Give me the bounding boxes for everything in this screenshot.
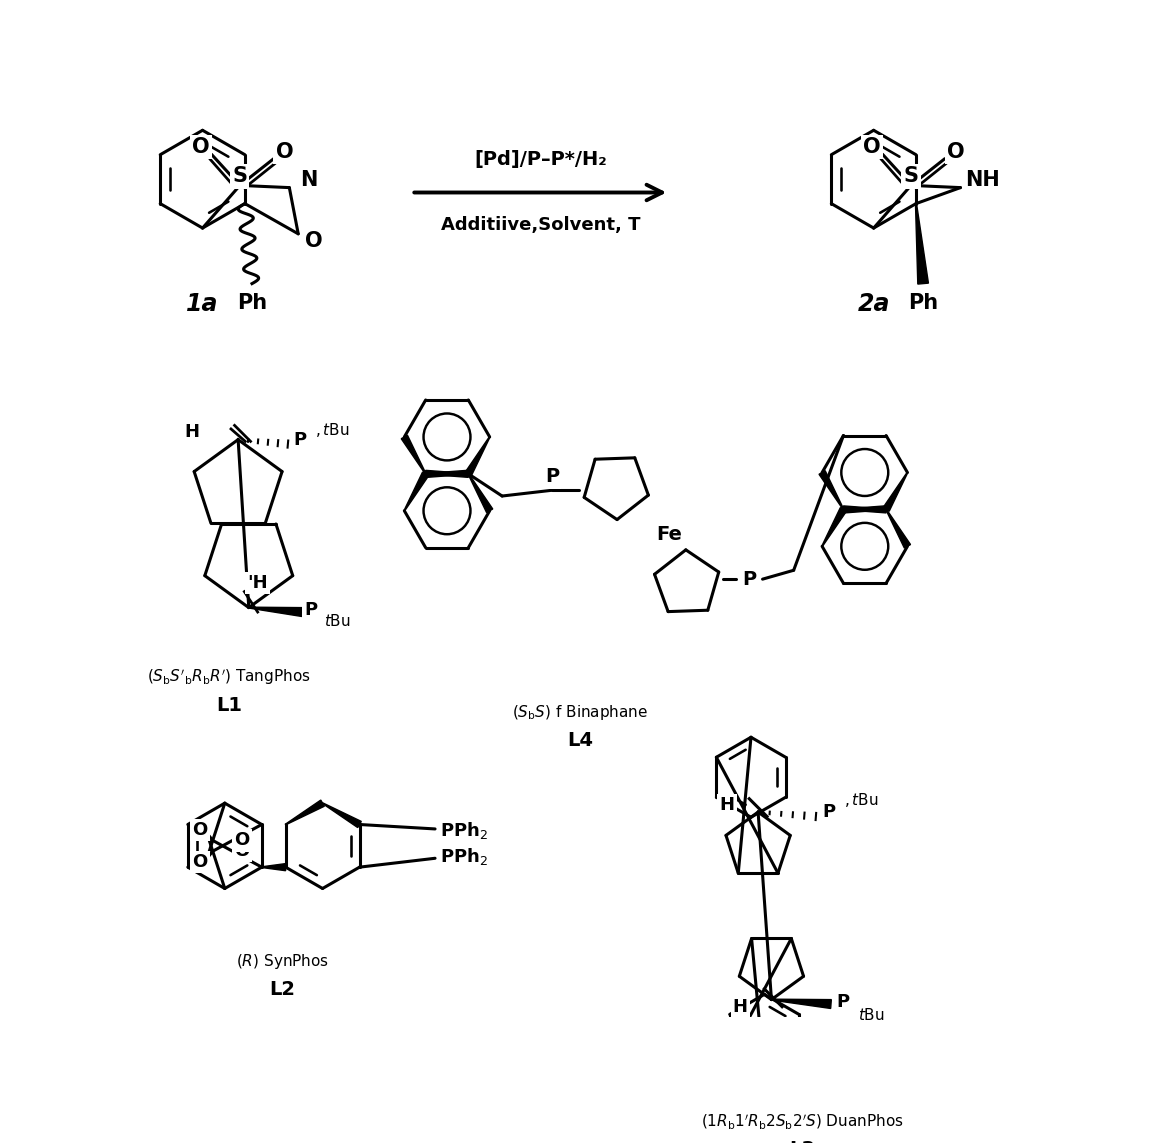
Text: N: N [300,170,317,191]
Text: O: O [192,853,208,871]
Text: H: H [719,796,735,814]
Text: 1a: 1a [187,291,219,315]
Text: O: O [947,142,964,161]
Polygon shape [322,802,361,828]
Text: PPh$_2$: PPh$_2$ [440,821,487,841]
Text: PPh$_2$: PPh$_2$ [440,846,487,868]
Polygon shape [843,506,886,513]
Polygon shape [248,607,302,616]
Text: 'H: 'H [247,574,268,592]
Text: P: P [823,804,836,821]
Polygon shape [261,864,286,871]
Polygon shape [915,203,928,285]
Text: $(S_{\rm b}S)$ f Binaphane: $(S_{\rm b}S)$ f Binaphane [512,703,648,722]
Polygon shape [401,435,426,474]
Text: $,\mathit{t}$Bu: $,\mathit{t}$Bu [315,421,349,439]
Text: $(S_{\rm b}S'_{\rm b}R_{\rm b}R')$ TangPhos: $(S_{\rm b}S'_{\rm b}R_{\rm b}R')$ TangP… [147,668,311,687]
Text: $(R)$ SynPhos: $(R)$ SynPhos [236,952,329,970]
Text: Ph: Ph [237,293,267,313]
Polygon shape [468,473,493,512]
Text: O: O [192,137,210,158]
Text: [Pd]/P–P*/H₂: [Pd]/P–P*/H₂ [473,150,606,169]
Text: Ph: Ph [908,293,939,313]
Polygon shape [426,470,469,478]
Text: $,\mathit{t}$Bu: $,\mathit{t}$Bu [844,791,879,809]
Text: $(1R_{\rm b}1'R_{\rm b}2S_{\rm b}2'S)$ DuanPhos: $(1R_{\rm b}1'R_{\rm b}2S_{\rm b}2'S)$ D… [701,1112,904,1130]
Polygon shape [426,470,469,478]
Text: O: O [192,821,208,839]
Polygon shape [465,437,490,475]
Polygon shape [819,471,844,510]
Polygon shape [883,472,908,511]
Text: L2: L2 [269,981,295,999]
Text: Fe: Fe [656,526,682,544]
Text: $\mathit{t}$Bu: $\mathit{t}$Bu [324,613,351,629]
Polygon shape [772,999,831,1008]
Text: P: P [304,601,317,620]
Text: P: P [294,431,307,448]
Text: O: O [305,231,323,251]
Text: P: P [836,993,849,1012]
Polygon shape [843,506,886,513]
Text: O: O [234,842,250,861]
Text: O: O [275,142,293,161]
Text: Additiive,Solvent, T: Additiive,Solvent, T [441,216,640,234]
Text: P: P [545,467,559,487]
Text: S: S [232,167,247,186]
Text: L3: L3 [789,1141,815,1143]
Text: H: H [733,998,747,1016]
Text: S: S [904,167,919,186]
Polygon shape [405,472,429,511]
Polygon shape [822,507,847,546]
Text: H: H [184,424,199,441]
Text: L4: L4 [568,732,593,751]
Polygon shape [886,509,911,549]
Text: P: P [742,569,757,589]
Text: $\mathit{t}$Bu: $\mathit{t}$Bu [858,1007,884,1023]
Text: O: O [863,137,880,158]
Text: L1: L1 [216,696,243,714]
Text: 2a: 2a [857,291,890,315]
Text: NH: NH [965,170,1000,191]
Polygon shape [286,800,324,825]
Text: O: O [234,831,250,849]
